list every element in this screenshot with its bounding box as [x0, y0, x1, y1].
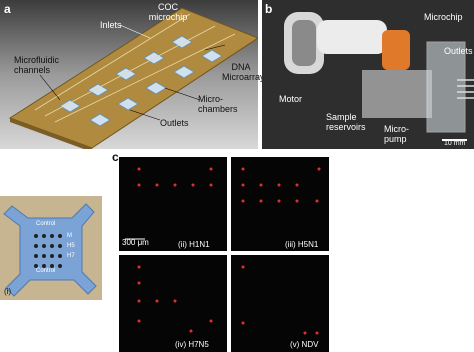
- panel-b-image: [262, 0, 474, 149]
- scale-bar-label: 10 mm: [444, 140, 466, 147]
- annotation: Microfluidic channels: [14, 55, 60, 75]
- annotation: Micro-pump: [384, 124, 409, 144]
- schematic-text: Control: [36, 268, 56, 274]
- annotation: Micro-chambers: [198, 94, 238, 114]
- annotation: Outlets: [444, 46, 473, 56]
- image-caption: (iv) H7N5: [175, 340, 209, 349]
- microarray-image: [231, 157, 329, 251]
- annotation: Sample reservoirs: [326, 112, 366, 132]
- panel-label: c: [112, 150, 119, 164]
- microarray-image: [119, 255, 227, 352]
- schematic-text: H7: [67, 253, 75, 259]
- schematic-label: (i): [4, 287, 12, 296]
- image-caption: (iii) H5N1: [285, 240, 319, 249]
- schematic-text: Control: [36, 221, 56, 227]
- panel-a-image: [0, 0, 258, 149]
- annotation: COC microchip: [148, 2, 188, 22]
- microarray-image: [231, 255, 329, 352]
- annotation: Microchip: [424, 12, 463, 22]
- image-caption: (ii) H1N1: [178, 240, 210, 249]
- schematic-text: H5: [67, 243, 75, 249]
- schematic-text: M: [67, 233, 72, 239]
- image-caption: (v) NDV: [290, 340, 319, 349]
- panel-label: b: [265, 2, 273, 16]
- scale-bar-label: 300 μm: [122, 238, 149, 247]
- annotation: Inlets: [100, 20, 122, 30]
- schematic-image: [0, 196, 102, 300]
- annotation: Outlets: [160, 118, 189, 128]
- microarray-image: [119, 157, 227, 251]
- annotation: DNA Microarrays: [222, 62, 270, 82]
- panel-label: a: [4, 2, 11, 16]
- annotation: Motor: [279, 94, 303, 104]
